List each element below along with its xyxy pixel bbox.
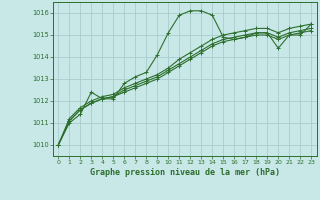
X-axis label: Graphe pression niveau de la mer (hPa): Graphe pression niveau de la mer (hPa)	[90, 168, 280, 177]
